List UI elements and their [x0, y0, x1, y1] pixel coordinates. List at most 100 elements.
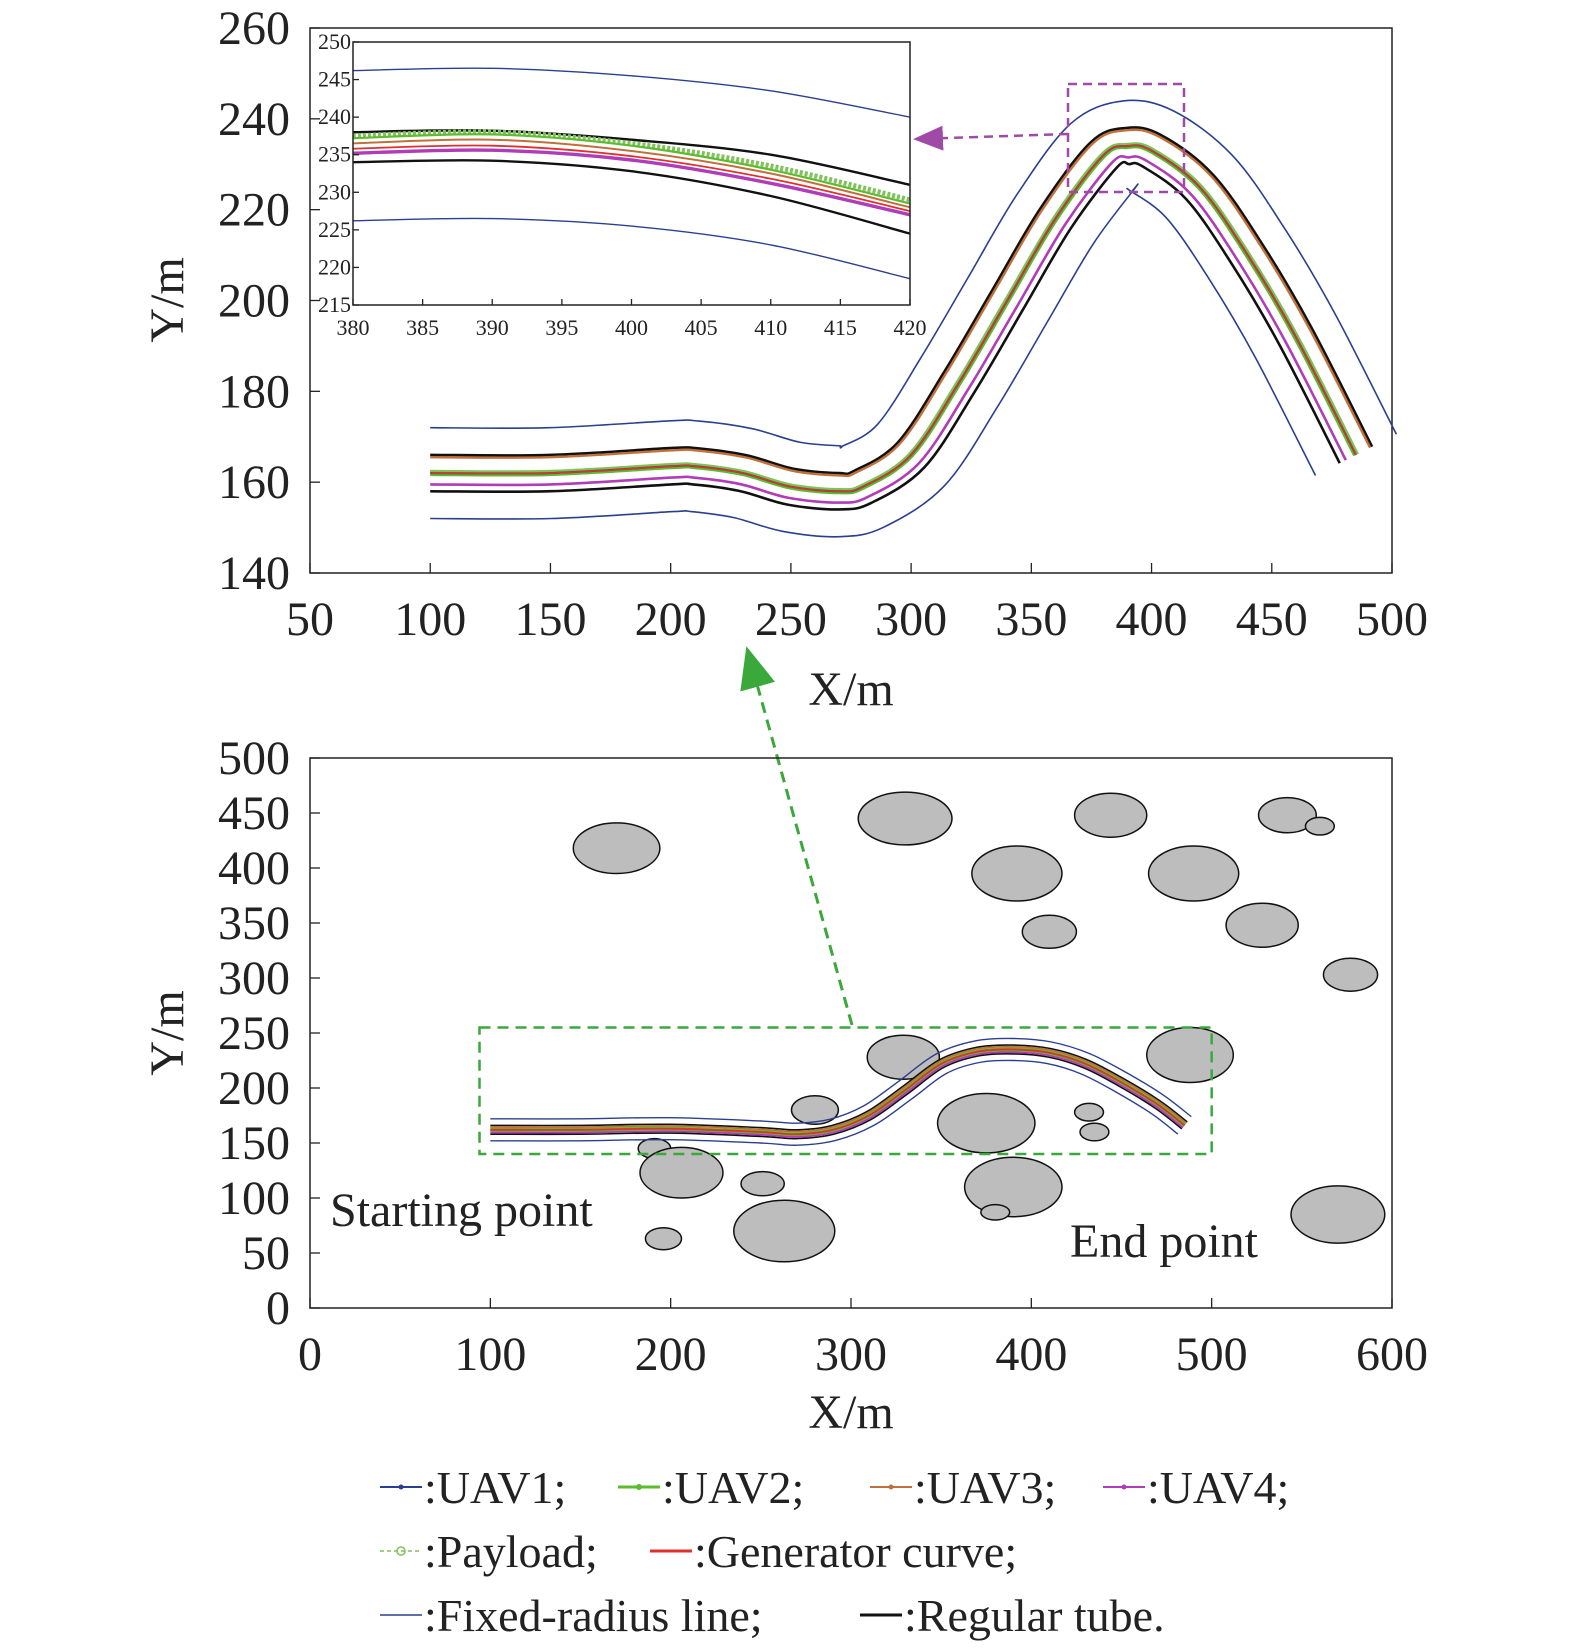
- y-tick-label: 220: [318, 254, 351, 279]
- y-tick-label: 0: [266, 1282, 290, 1335]
- legend-marker-payload: [396, 1546, 406, 1556]
- x-tick-label: 600: [1356, 1328, 1428, 1381]
- x-tick-label: 350: [995, 593, 1067, 646]
- x-tick-label: 50: [286, 593, 334, 646]
- fixed-radius-line-lower: [430, 183, 1317, 538]
- y-tick-label: 240: [318, 104, 351, 129]
- obstacle: [1304, 816, 1336, 836]
- bottom-chart-lines: [490, 1037, 1192, 1146]
- obstacle: [572, 822, 661, 875]
- regular-tube-upper: [430, 126, 1374, 476]
- inset-chart: 380 385 390 395 400 405 410 415 420 215 220 225 230 2…: [318, 29, 927, 340]
- inset-series-uav4: [353, 148, 910, 217]
- y-tick-label: 150: [218, 1117, 290, 1170]
- y-tick-label: 500: [218, 732, 290, 785]
- inset-series-uav3: [353, 138, 910, 209]
- y-tick-label: 230: [318, 179, 351, 204]
- x-tick-label: 300: [875, 593, 947, 646]
- obstacle: [1147, 845, 1240, 902]
- legend-marker-uav3: [888, 1484, 894, 1490]
- bottom-series-uav4: [490, 1051, 1184, 1138]
- y-tick-label: 225: [318, 217, 351, 242]
- y-tick-label: 140: [218, 547, 290, 600]
- x-tick-label: 415: [824, 315, 857, 340]
- y-tick-label: 235: [318, 142, 351, 167]
- legend-label-uav2: :UAV2;: [662, 1462, 804, 1513]
- end-point-label: End point: [1070, 1215, 1259, 1268]
- series-uav3: [430, 128, 1372, 478]
- legend-item-regular-tube: :Regular tube.: [860, 1590, 1165, 1641]
- legend-label-payload: :Payload;: [424, 1526, 598, 1577]
- y-tick-label: 240: [218, 93, 290, 146]
- x-tick-label: 400: [995, 1328, 1067, 1381]
- y-tick-label: 400: [218, 842, 290, 895]
- legend-item-generator: :Generator curve;: [650, 1526, 1017, 1577]
- bottom-chart: 0 100 200 300 400 500 600050100150200250300350…: [141, 732, 1428, 1439]
- bottom-xlabel: X/m: [808, 1386, 893, 1439]
- inset-series-fixed-radius-upper: [353, 67, 910, 118]
- legend: :UAV1; :UAV2; :UAV3; :UAV4; :Payload; :G…: [380, 1462, 1289, 1641]
- y-tick-label: 450: [218, 787, 290, 840]
- y-tick-label: 250: [218, 1007, 290, 1060]
- top-zoom-box: [1066, 82, 1186, 194]
- x-tick-label: 450: [1236, 593, 1308, 646]
- obstacle: [1145, 1026, 1235, 1084]
- regular-tube-lower: [430, 160, 1341, 511]
- x-tick-label: 500: [1176, 1328, 1248, 1381]
- legend-label-fixed-radius: :Fixed-radius line;: [424, 1590, 763, 1641]
- obstacle: [980, 1203, 1011, 1221]
- inset-series-uav2: [353, 133, 910, 205]
- inset-chart-ticks: 380 385 390 395 400 405 410 415 420 215 220 225 230 2…: [318, 29, 927, 340]
- legend-item-payload: :Payload;: [380, 1526, 598, 1577]
- obstacle: [857, 791, 953, 846]
- obstacle: [936, 1092, 1036, 1154]
- x-tick-label: 200: [635, 1328, 707, 1381]
- x-tick-label: 380: [337, 315, 370, 340]
- x-tick-label: 0: [298, 1328, 322, 1381]
- y-tick-label: 200: [218, 1062, 290, 1115]
- obstacle: [1073, 1102, 1105, 1122]
- x-tick-label: 420: [894, 315, 927, 340]
- legend-label-regular-tube: :Regular tube.: [904, 1590, 1165, 1641]
- x-tick-label: 410: [754, 315, 787, 340]
- y-tick-label: 215: [318, 292, 351, 317]
- obstacle: [1225, 902, 1299, 948]
- legend-item-uav3: :UAV3;: [870, 1462, 1056, 1513]
- zoom-arrow-bottom: [740, 646, 854, 1026]
- legend-label-uav1: :UAV1;: [424, 1462, 566, 1513]
- obstacle: [1257, 796, 1318, 834]
- obstacle: [790, 1094, 840, 1126]
- obstacle: [1073, 792, 1148, 838]
- y-tick-label: 300: [218, 952, 290, 1005]
- y-tick-label: 200: [218, 275, 290, 328]
- regular-tube-upper: [490, 1044, 1188, 1131]
- legend-item-fixed-radius: :Fixed-radius line;: [380, 1590, 763, 1641]
- legend-item-uav2: :UAV2;: [618, 1462, 804, 1513]
- legend-label-generator: :Generator curve;: [694, 1526, 1017, 1577]
- x-tick-label: 395: [545, 315, 578, 340]
- bottom-chart-ticks: 0 100 200 300 400 500 600050100150200250300350…: [218, 732, 1428, 1381]
- series-generator-curve: [430, 144, 1357, 493]
- top-chart-ticks: 50 100 150 200 250 300 350 400 450 500 140 160 180 20…: [218, 2, 1428, 646]
- x-tick-label: 500: [1356, 593, 1428, 646]
- zoom-arrow-top: [913, 125, 1069, 151]
- legend-marker-uav2: [636, 1484, 642, 1490]
- obstacle: [866, 1034, 941, 1080]
- obstacle: [1021, 914, 1078, 950]
- y-tick-label: 245: [318, 67, 351, 92]
- y-tick-label: 350: [218, 897, 290, 950]
- series-payload: [430, 142, 1359, 491]
- x-tick-label: 200: [635, 593, 707, 646]
- top-ylabel: Y/m: [141, 257, 194, 342]
- x-tick-label: 250: [755, 593, 827, 646]
- fixed-radius-line-lower: [490, 1059, 1179, 1146]
- x-tick-label: 385: [406, 315, 439, 340]
- obstacle: [1079, 1122, 1110, 1142]
- legend-marker-uav4: [1121, 1484, 1127, 1490]
- bottom-series-generator-curve: [490, 1048, 1186, 1136]
- legend-marker-uav1: [398, 1484, 404, 1490]
- obstacle: [1290, 1185, 1386, 1244]
- top-chart-lines: [430, 99, 1398, 538]
- legend-label-uav3: :UAV3;: [914, 1462, 1056, 1513]
